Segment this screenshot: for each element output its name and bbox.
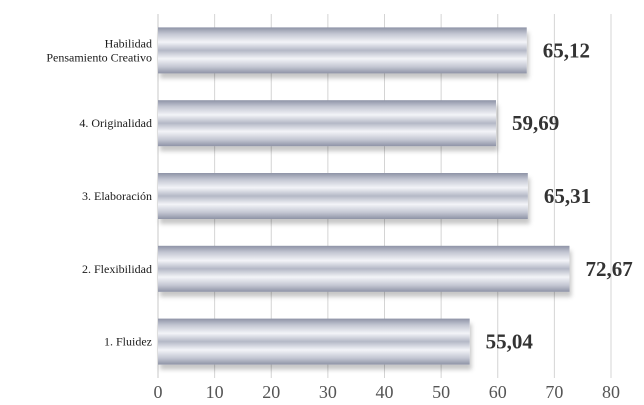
x-tick-label: 80 bbox=[602, 382, 620, 402]
value-label: 55,04 bbox=[486, 330, 534, 354]
value-label: 65,31 bbox=[544, 184, 591, 208]
category-label: Habilidad bbox=[105, 36, 152, 50]
x-tick-label: 20 bbox=[262, 382, 280, 402]
x-tick-label: 60 bbox=[489, 382, 507, 402]
bar bbox=[158, 100, 496, 147]
x-tick-label: 10 bbox=[206, 382, 224, 402]
value-label: 72,67 bbox=[585, 257, 632, 281]
category-label: 1. Fluidez bbox=[104, 335, 152, 349]
category-label: 3. Elaboración bbox=[82, 189, 152, 203]
bar bbox=[158, 318, 470, 365]
x-tick-label: 0 bbox=[154, 382, 163, 402]
bar bbox=[158, 245, 570, 292]
bars bbox=[158, 27, 570, 365]
x-tick-label: 40 bbox=[376, 382, 394, 402]
value-label: 59,69 bbox=[512, 111, 559, 135]
category-label: 2. Flexibilidad bbox=[82, 262, 152, 276]
value-label: 65,12 bbox=[543, 38, 590, 62]
bar bbox=[158, 173, 528, 219]
x-tick-label: 50 bbox=[432, 382, 450, 402]
category-label: 4. Originalidad bbox=[79, 116, 152, 130]
x-tick-label: 30 bbox=[319, 382, 337, 402]
bar bbox=[158, 27, 527, 74]
x-tick-label: 70 bbox=[545, 382, 563, 402]
category-label: Pensamiento Creativo bbox=[46, 50, 152, 64]
